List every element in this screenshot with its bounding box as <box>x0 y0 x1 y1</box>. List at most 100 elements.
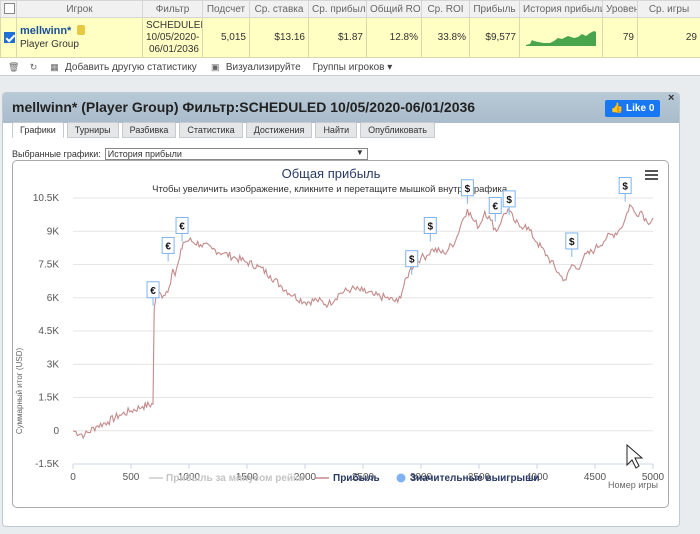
table-row[interactable]: mellwinn* Player Group SCHEDULED 10/05/2… <box>0 17 700 58</box>
header-level[interactable]: Уровен <box>602 0 638 18</box>
close-icon[interactable]: × <box>668 92 675 104</box>
header-count[interactable]: Подсчет <box>202 0 250 18</box>
big-win-flag[interactable]: € <box>488 197 502 222</box>
x-tick-label: 4500 <box>584 472 607 483</box>
legend-big-wins[interactable]: Значительные выигрыши <box>410 473 540 484</box>
dialog-tabs: Графики Турниры Разбивка Статистика Дост… <box>12 122 435 138</box>
big-win-flag[interactable]: $ <box>460 179 474 204</box>
flag-box <box>161 236 175 254</box>
player-name-link[interactable]: mellwinn* <box>20 25 72 37</box>
x-tick-label: 1500 <box>236 472 259 483</box>
chart-select-row: Выбранные графики: История прибыли ▼ <box>12 148 368 160</box>
header-avg-stake[interactable]: Ср. ставка <box>249 0 309 18</box>
thumbs-up-icon: 👍 <box>610 103 624 114</box>
player-groups-label: Группы игроков <box>312 61 385 73</box>
chart-subtitle: Чтобы увеличить изображение, кликните и … <box>152 184 510 195</box>
y-tick-label: 9K <box>47 226 60 237</box>
fb-like-label: Like 0 <box>626 103 655 114</box>
visualize-link[interactable]: Визуализируйте <box>225 61 301 73</box>
tab-achievements[interactable]: Достижения <box>245 122 313 138</box>
y-tick-label: 10.5K <box>33 193 59 204</box>
big-win-flag[interactable]: $ <box>618 177 632 202</box>
table-header-row: Игрок Фильтр Подсчет Ср. ставка Ср. приб… <box>0 0 700 18</box>
chart-select[interactable]: История прибыли ▼ <box>104 148 368 160</box>
select-all-header[interactable] <box>0 0 17 18</box>
chart-select-label: Выбранные графики: <box>12 149 101 159</box>
add-stats-link[interactable]: Добавить другую статистику <box>65 61 197 73</box>
header-profit[interactable]: Прибыль <box>469 0 520 18</box>
refresh-icon[interactable]: ↻ <box>29 61 38 72</box>
flag-box <box>423 216 437 234</box>
caret-down-icon: ▾ <box>387 61 393 73</box>
player-cell: mellwinn* Player Group <box>16 17 143 58</box>
x-tick-label: 2500 <box>352 472 375 483</box>
flag-symbol: $ <box>465 184 471 195</box>
header-profit-history[interactable]: История прибыли <box>519 0 603 18</box>
x-tick-label: 500 <box>123 472 140 483</box>
flag-symbol: $ <box>427 221 433 232</box>
chart-title: Общая прибыль <box>282 166 381 181</box>
flag-symbol: $ <box>409 255 415 266</box>
facebook-like-button[interactable]: 👍 Like 0 <box>605 100 660 117</box>
filter-line-1: SCHEDULED <box>146 19 203 31</box>
player-groups-dropdown[interactable]: Группы игроков ▾ <box>313 62 393 73</box>
big-win-flag[interactable]: $ <box>502 190 516 215</box>
row-checkbox-cell[interactable] <box>0 17 17 58</box>
chart-container[interactable]: Общая прибыль Чтобы увеличить изображени… <box>12 160 669 508</box>
header-avg-roi[interactable]: Ср. ROI <box>421 0 470 18</box>
tab-breakdown[interactable]: Разбивка <box>121 122 177 138</box>
big-win-flag[interactable]: € <box>161 236 175 262</box>
profit-sparkline[interactable] <box>524 25 598 47</box>
big-win-flag[interactable]: € <box>146 281 160 306</box>
header-filter[interactable]: Фильтр <box>142 0 203 18</box>
table-toolbar: 🗑 ↻ ▦ Добавить другую статистику ▣ Визуа… <box>0 58 700 76</box>
header-total-roi[interactable]: Общий ROI <box>366 0 422 18</box>
dialog-header: mellwinn* (Player Group) Фильтр:SCHEDULE… <box>3 93 679 123</box>
chart-select-value: История прибыли <box>107 149 182 159</box>
flag-box <box>488 197 502 215</box>
y-tick-label: 7.5K <box>38 260 59 271</box>
x-axis: 0 500 1000 1500 2000 2500 3000 3500 4000 4500 5000 <box>70 463 665 483</box>
big-win-flag[interactable]: $ <box>423 216 437 242</box>
sparkline-area <box>526 31 596 46</box>
big-win-flag[interactable]: € <box>175 216 189 242</box>
stats-table: Игрок Фильтр Подсчет Ср. ставка Ср. приб… <box>0 0 700 58</box>
y-axis-label: Суммарный итог (USD) <box>15 348 24 435</box>
tab-find[interactable]: Найти <box>315 122 358 138</box>
flag-box <box>146 281 160 299</box>
tab-statistics[interactable]: Статистика <box>179 122 243 138</box>
legend-net-profit[interactable]: Прибыль за минусом рейка <box>166 472 304 484</box>
profit-chart[interactable]: Общая прибыль Чтобы увеличить изображени… <box>13 161 668 507</box>
x-tick-label: 5000 <box>642 472 665 483</box>
header-avg-games[interactable]: Ср. игры <box>637 0 700 18</box>
series-group <box>72 203 654 440</box>
stats-panel: Игрок Фильтр Подсчет Ср. ставка Ср. приб… <box>0 0 700 76</box>
y-tick-label: 6K <box>47 293 60 304</box>
x-tick-label: 3000 <box>410 472 433 483</box>
y-axis: -1.5K 0 1.5K 3K 4.5K 6K 7.5K 9K 10.5K <box>33 193 60 470</box>
big-win-flag[interactable]: $ <box>405 250 419 275</box>
tab-tournaments[interactable]: Турниры <box>66 122 119 138</box>
legend-profit[interactable]: Прибыль <box>333 472 380 484</box>
flag-box <box>618 177 632 195</box>
player-group-label: Player Group <box>20 39 79 50</box>
big-win-flag[interactable]: $ <box>565 232 579 257</box>
flag-symbol: € <box>150 286 156 297</box>
flag-box <box>405 250 419 268</box>
select-all-checkbox[interactable] <box>4 3 15 15</box>
mouse-cursor-icon <box>626 443 644 469</box>
badge-icon <box>77 25 86 35</box>
profit-cell: $9,577 <box>469 17 520 58</box>
header-avg-profit[interactable]: Ср. прибыль <box>308 0 367 18</box>
profit-history-cell[interactable] <box>519 17 603 58</box>
x-tick-label: 3500 <box>468 472 491 483</box>
chart-grid <box>73 197 653 465</box>
tab-charts[interactable]: Графики <box>12 122 64 138</box>
tab-publish[interactable]: Опубликовать <box>360 122 435 138</box>
header-player[interactable]: Игрок <box>16 0 143 18</box>
hamburger-menu-icon[interactable] <box>645 170 658 180</box>
y-tick-label: -1.5K <box>35 459 59 470</box>
flag-symbol: $ <box>506 195 512 206</box>
trash-icon[interactable]: 🗑 <box>8 61 20 72</box>
row-checkbox[interactable] <box>4 31 15 43</box>
